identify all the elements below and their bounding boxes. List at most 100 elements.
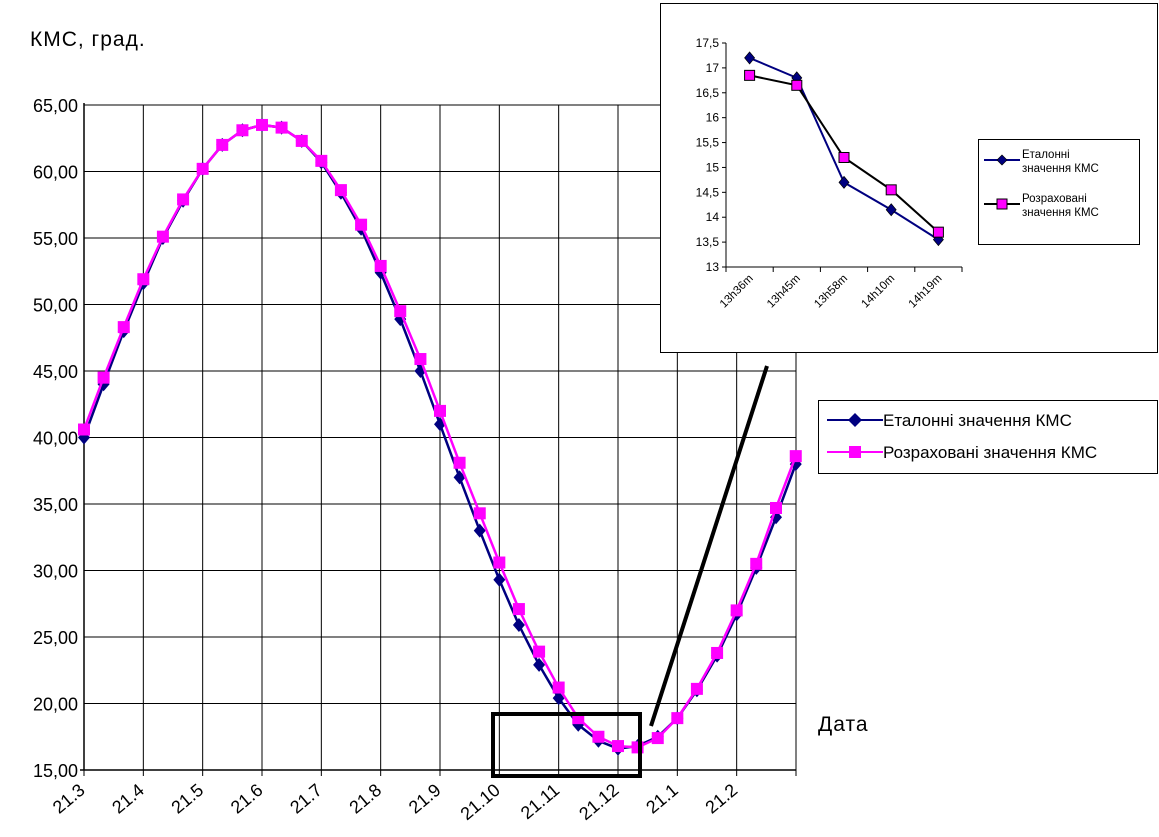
inset-y-tick-label: 17,5 <box>696 36 720 50</box>
data-point <box>97 371 110 384</box>
data-point <box>512 618 525 633</box>
main-y-tick-labels: 15,00 20,00 25,00 30,00 35,00 40,00 45,00 50,00… <box>33 96 78 781</box>
inset-legend: Еталонні значення КМС Розраховані значен… <box>978 139 1140 245</box>
inset-y-tick-labels: 13 13,5 14 14,5 15 15,5 16 16,5 17 17,5 <box>696 36 726 274</box>
inset-y-tick-label: 13 <box>706 260 720 274</box>
inset-series <box>744 51 944 247</box>
data-point <box>295 134 308 147</box>
data-point <box>770 501 783 514</box>
legend-item-calculated: Розраховані значення КМС <box>819 441 1157 463</box>
data-point <box>730 604 743 617</box>
x-axis-label: Дата <box>818 713 869 736</box>
y-tick-label: 50,00 <box>33 296 78 316</box>
inset-data-point <box>885 184 897 196</box>
inset-legend-line-2: значення КМС <box>1022 163 1099 175</box>
data-point <box>671 712 684 725</box>
inset-legend-line-3: Розраховані <box>1022 193 1087 205</box>
legend-item-reference: Еталонні значення КМС <box>819 409 1157 431</box>
data-point <box>78 423 90 436</box>
data-point <box>750 557 763 570</box>
data-point <box>612 740 624 753</box>
y-tick-label: 30,00 <box>33 562 78 582</box>
data-point <box>434 404 446 417</box>
data-point <box>493 572 506 587</box>
data-point <box>315 154 328 167</box>
inset-series-line <box>749 57 939 241</box>
inset-chart-panel: 13 13,5 14 14,5 15 15,5 16 16,5 17 17,5 13h36m 13h… <box>660 3 1158 353</box>
x-tick-label: 21.8 <box>346 780 386 818</box>
data-point <box>690 682 703 695</box>
x-tick-label: 21.12 <box>575 780 622 824</box>
inset-data-point <box>932 226 944 238</box>
inset-legend-label-calculated: Розраховані значення КМС <box>1022 192 1099 220</box>
data-point <box>355 218 368 231</box>
x-tick-label: 21.1 <box>642 780 682 818</box>
data-point <box>117 321 130 334</box>
inset-legend-marker-calculated <box>984 198 1020 210</box>
inset-data-point <box>838 175 850 189</box>
y-tick-label: 35,00 <box>33 495 78 515</box>
inset-x-tick-label: 13h45m <box>765 273 803 311</box>
data-point <box>216 138 229 151</box>
inset-series-calculated <box>744 69 944 238</box>
legend-marker-calculated <box>827 446 883 458</box>
y-tick-label: 45,00 <box>33 362 78 382</box>
inset-y-tick-label: 15 <box>706 160 720 174</box>
inset-y-tick-label: 14,5 <box>696 185 720 199</box>
inset-y-tick-label: 16 <box>706 111 720 125</box>
data-point <box>493 556 506 569</box>
x-tick-label: 21.10 <box>457 780 504 824</box>
data-point <box>789 450 802 463</box>
data-point <box>414 353 427 366</box>
inset-data-point <box>744 69 756 81</box>
x-tick-label: 21.7 <box>286 780 326 818</box>
data-point <box>533 657 546 672</box>
inset-y-tick-label: 14 <box>706 210 720 224</box>
x-tick-label: 21.5 <box>168 780 208 818</box>
y-axis-label: КМС, град. <box>30 28 146 51</box>
zoom-connector-line <box>649 365 769 727</box>
legend-marker-reference <box>827 413 883 427</box>
data-point <box>552 691 565 706</box>
y-tick-label: 15,00 <box>33 761 78 781</box>
x-tick-label: 21.3 <box>49 780 89 818</box>
inset-legend-label-reference: Еталонні значення КМС <box>1022 148 1099 176</box>
main-series <box>78 117 802 756</box>
inset-data-point <box>885 203 897 217</box>
inset-x-tick-label: 14h19m <box>907 273 945 311</box>
data-point <box>137 273 150 286</box>
y-tick-label: 40,00 <box>33 429 78 449</box>
data-point <box>453 470 466 485</box>
zoom-highlight-box <box>491 712 642 778</box>
main-x-tick-labels: 21.3 21.4 21.5 21.6 21.7 21.8 21.9 21.10 21.11 21… <box>49 780 741 824</box>
inset-y-tick-label: 16,5 <box>696 86 720 100</box>
data-point <box>177 193 190 206</box>
inset-x-tick-labels: 13h36m 13h45m 13h58m 14h10m 14h19m <box>718 267 963 311</box>
y-tick-label: 20,00 <box>33 695 78 715</box>
data-point <box>533 645 546 658</box>
inset-y-tick-label: 13,5 <box>696 235 720 249</box>
inset-legend-line-4: значення КМС <box>1022 207 1099 219</box>
x-tick-label: 21.4 <box>108 780 148 818</box>
x-tick-label: 21.9 <box>405 780 445 818</box>
inset-x-tick-label: 13h36m <box>718 273 756 311</box>
y-tick-label: 55,00 <box>33 229 78 249</box>
legend-label-calculated: Розраховані значення КМС <box>883 443 1098 462</box>
data-point <box>236 124 249 137</box>
data-point <box>256 118 268 131</box>
data-point <box>592 730 605 743</box>
inset-data-point <box>791 79 803 91</box>
data-point <box>651 732 664 745</box>
data-point <box>473 507 486 520</box>
inset-data-point <box>744 51 756 65</box>
data-point <box>334 184 347 197</box>
data-point <box>453 456 466 469</box>
inset-x-tick-label: 14h10m <box>859 273 897 311</box>
x-tick-label: 21.11 <box>517 780 563 823</box>
data-point <box>512 603 525 616</box>
y-tick-label: 25,00 <box>33 628 78 648</box>
data-point <box>394 305 407 318</box>
series-calculated <box>78 118 802 754</box>
